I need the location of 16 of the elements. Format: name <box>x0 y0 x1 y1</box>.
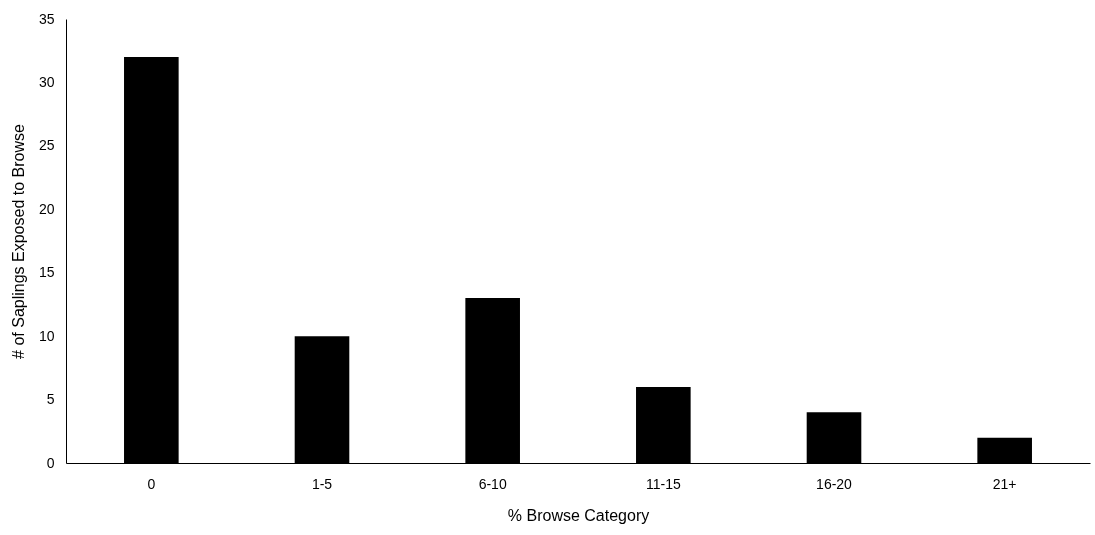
x-tick-label: 16-20 <box>816 475 853 492</box>
x-tick-label: 21+ <box>992 475 1017 492</box>
y-tick-label: 15 <box>38 264 55 281</box>
y-tick-label: 0 <box>46 454 55 471</box>
x-tick-label: 11-15 <box>645 475 681 492</box>
x-axis-title: % Browse Category <box>507 506 650 524</box>
y-tick-label: 35 <box>38 10 55 27</box>
y-tick-label: 10 <box>38 327 55 344</box>
y-axis-title: # of Saplings Exposed to Browse <box>9 124 27 359</box>
y-tick-label: 25 <box>38 137 55 154</box>
y-tick-label: 5 <box>46 391 55 408</box>
x-tick-label: 1-5 <box>311 475 333 492</box>
y-tick-label: 30 <box>38 73 55 90</box>
y-tick-label: 20 <box>38 200 55 217</box>
x-tick-label: 6-10 <box>478 475 507 492</box>
x-tick-label: 0 <box>147 475 156 492</box>
